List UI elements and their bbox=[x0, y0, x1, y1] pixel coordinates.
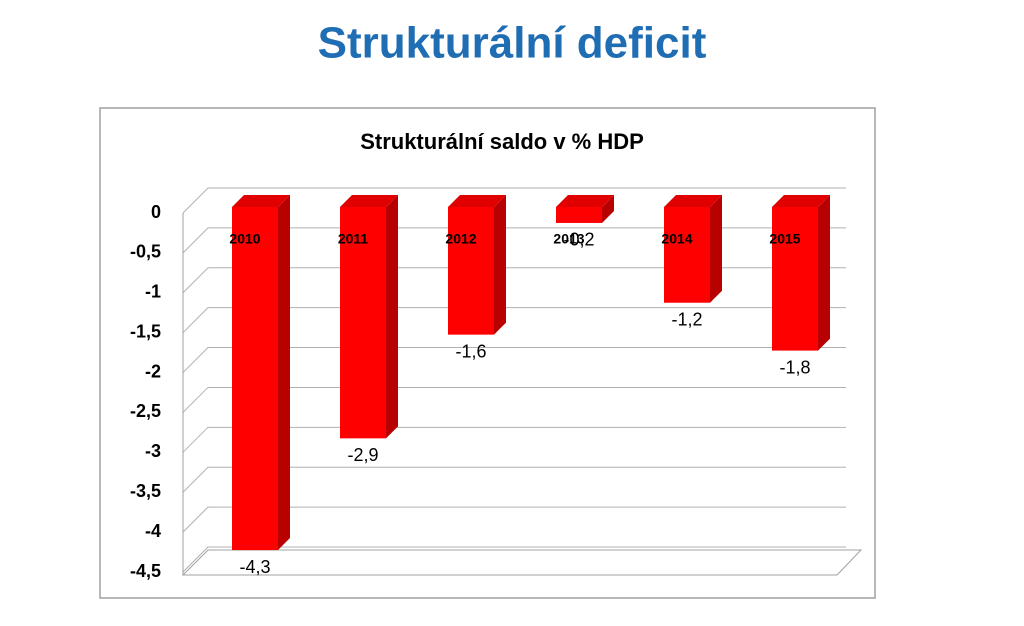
y-tick-label: -0,5 bbox=[130, 242, 161, 262]
grid-line bbox=[182, 267, 846, 294]
x-tick-label: 2015 bbox=[769, 231, 800, 247]
grid-line bbox=[182, 307, 846, 334]
x-tick-label: 2014 bbox=[661, 231, 692, 247]
y-tick-label: -2,5 bbox=[130, 401, 161, 421]
x-tick-label: 2013 bbox=[553, 231, 584, 247]
bar bbox=[664, 207, 710, 303]
x-tick-label: 2010 bbox=[229, 231, 260, 247]
slide-title: Strukturální deficit bbox=[318, 19, 707, 68]
value-label: -1,8 bbox=[779, 357, 810, 377]
y-tick-label: -1,5 bbox=[130, 321, 161, 341]
grid-line bbox=[182, 227, 846, 254]
bar bbox=[448, 207, 494, 335]
x-tick-label: 2011 bbox=[338, 231, 369, 247]
y-tick-label: -4 bbox=[145, 521, 161, 541]
bar-top bbox=[448, 195, 506, 207]
bar bbox=[232, 207, 278, 551]
bar bbox=[772, 207, 818, 351]
bar-side bbox=[710, 195, 722, 303]
y-tick-label: -3 bbox=[145, 441, 161, 461]
bar-top bbox=[772, 195, 830, 207]
bar-top bbox=[556, 195, 614, 207]
bar-side bbox=[602, 195, 614, 223]
y-tick-label: 0 bbox=[151, 202, 161, 222]
bar bbox=[556, 207, 602, 223]
chart-title: Strukturální saldo v % HDP bbox=[360, 129, 644, 154]
y-tick-label: -3,5 bbox=[130, 481, 161, 501]
bar-side bbox=[278, 195, 290, 551]
bar-top bbox=[664, 195, 722, 207]
grid-line bbox=[182, 386, 846, 413]
bar-side bbox=[494, 195, 506, 335]
grid-line bbox=[182, 546, 846, 573]
grid-line bbox=[182, 506, 846, 533]
floor bbox=[181, 549, 863, 576]
y-tick-label: -1 bbox=[145, 282, 161, 302]
value-label: -4,3 bbox=[239, 557, 270, 577]
bar-top bbox=[340, 195, 398, 207]
y-tick-label: -2 bbox=[145, 361, 161, 381]
grid-line bbox=[182, 426, 846, 453]
grid-line bbox=[182, 347, 846, 373]
bar-top bbox=[232, 195, 290, 207]
value-label: -2,9 bbox=[347, 445, 378, 465]
value-label: -1,2 bbox=[671, 309, 702, 329]
grid-line bbox=[182, 187, 846, 214]
bar-side bbox=[818, 195, 830, 351]
grid-line bbox=[182, 466, 846, 493]
x-tick-label: 2012 bbox=[445, 231, 476, 247]
bar bbox=[340, 207, 386, 439]
bar-side bbox=[386, 195, 398, 439]
chart-frame bbox=[99, 107, 876, 599]
y-tick-label: -4,5 bbox=[130, 561, 161, 581]
value-label: -1,6 bbox=[455, 341, 486, 361]
value-label: -0,2 bbox=[563, 230, 594, 250]
